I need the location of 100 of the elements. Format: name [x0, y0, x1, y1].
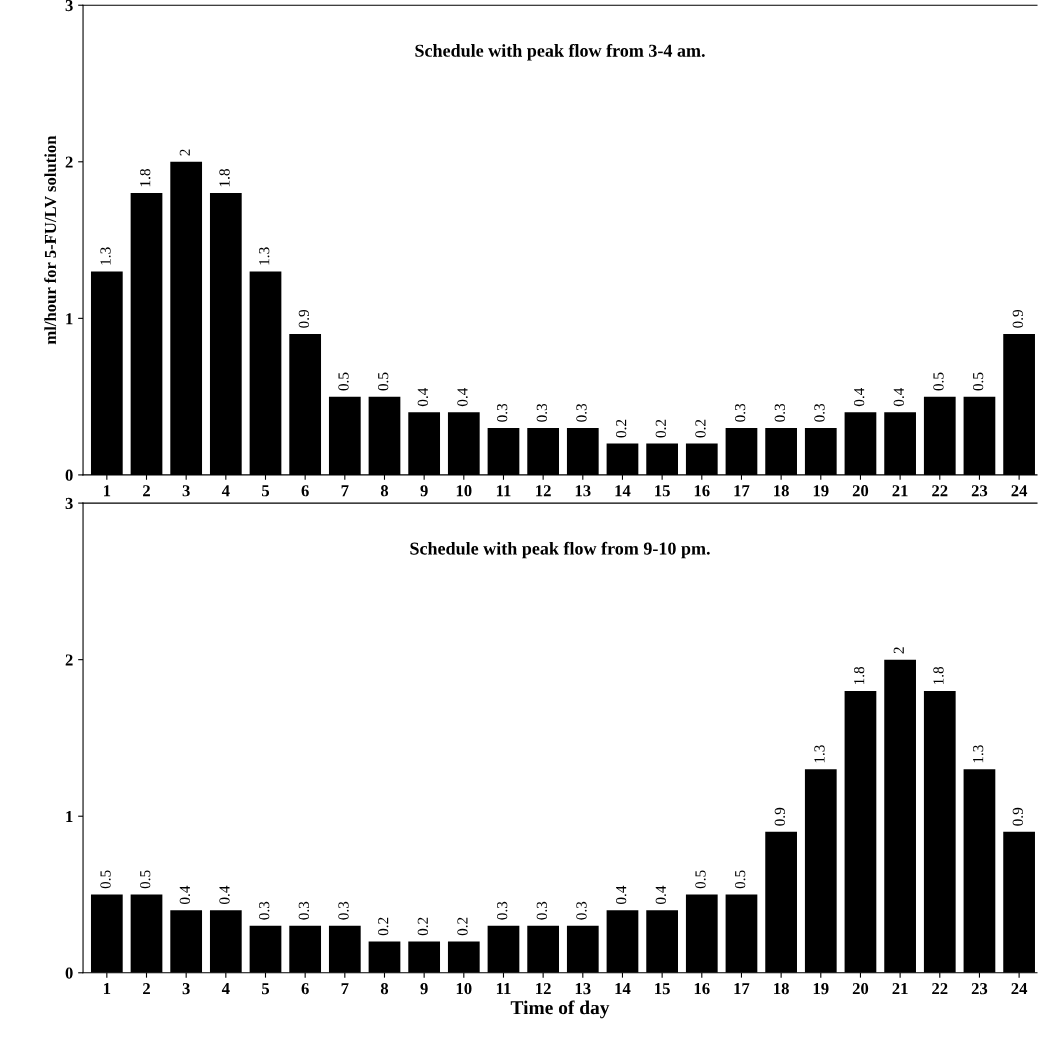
data-label: 0.5: [378, 372, 389, 391]
x-tick-label: 14: [615, 983, 631, 995]
x-tick-label: 16: [694, 983, 710, 995]
y-tick-label: 0: [65, 967, 73, 979]
data-label: 0.4: [417, 387, 429, 407]
data-label: 0.4: [457, 387, 468, 407]
data-label: 0.2: [378, 917, 389, 936]
x-tick-label: 20: [852, 485, 869, 497]
y-tick-label: 0: [65, 469, 73, 481]
data-label: 0.3: [576, 901, 587, 920]
x-tick-label: 4: [221, 485, 230, 497]
x-tick-label: 11: [496, 983, 511, 995]
x-tick-label: 5: [261, 983, 270, 995]
x-tick-label: 7: [341, 485, 349, 497]
data-label: 1.3: [100, 247, 111, 265]
x-tick-label: 6: [301, 983, 309, 995]
x-tick-label: 19: [813, 983, 829, 995]
y-tick-label: 3: [65, 497, 73, 510]
y-tick-label: 1: [66, 313, 73, 325]
x-tick-label: 22: [932, 485, 948, 497]
x-tick-label: 18: [774, 485, 789, 497]
x-tick-label: 19: [813, 485, 829, 497]
x-tick-label: 1: [104, 485, 111, 497]
data-label: 0.9: [298, 309, 310, 328]
x-tick-label: 20: [852, 982, 869, 995]
data-label: 0.2: [457, 917, 468, 936]
x-tick-label: 13: [575, 485, 591, 497]
x-tick-label: 6: [301, 485, 309, 497]
data-label: 0.2: [655, 419, 667, 438]
y-tick-label: 2: [65, 156, 73, 168]
x-tick-label: 21: [892, 983, 908, 995]
x-tick-label: 3: [182, 485, 190, 497]
x-tick-label: 8: [380, 485, 389, 497]
data-label: 0.5: [695, 870, 706, 889]
x-tick-label: 23: [971, 983, 988, 995]
x-tick-label: 7: [341, 983, 349, 995]
x-tick-label: 2: [143, 485, 150, 497]
x-tick-label: 4: [221, 983, 230, 995]
x-tick-label: 2: [143, 983, 150, 995]
x-tick-label: 18: [774, 982, 789, 995]
x-tick-label: 9: [420, 485, 428, 497]
data-label: 0.4: [893, 387, 905, 407]
x-tick-label: 23: [971, 485, 988, 497]
x-tick-label: 1: [104, 983, 111, 995]
x-tick-label: 9: [420, 983, 428, 995]
x-tick-label: 10: [456, 485, 472, 497]
data-label: 0.3: [536, 901, 548, 920]
text: Schedule with peak flow from 3-4 am.: [415, 43, 705, 61]
x-axis-title: Time of day: [510, 1000, 610, 1019]
data-label: 0.9: [774, 807, 786, 826]
text: Schedule with peak flow from 9-10 pm.: [410, 541, 710, 559]
x-tick-label: 15: [655, 485, 670, 497]
data-label: 0.4: [655, 885, 667, 905]
data-label: 0.5: [734, 870, 746, 889]
data-label: 0.3: [259, 901, 270, 920]
data-label: 0.4: [179, 885, 191, 905]
x-tick-label: 14: [615, 485, 631, 497]
x-tick-label: 8: [380, 982, 389, 995]
data-label: 1.8: [140, 169, 151, 187]
data-label: 1.3: [259, 247, 270, 265]
data-label: 0.3: [496, 403, 508, 422]
x-tick-label: 17: [734, 983, 750, 995]
data-label: 1.8: [933, 666, 944, 685]
x-tick-label: 11: [496, 485, 511, 497]
data-label: 0.2: [615, 419, 627, 438]
x-tick-label: 21: [892, 485, 908, 497]
x-tick-label: 12: [536, 983, 551, 995]
data-label: 0.3: [814, 403, 825, 422]
y-tick-label: 2: [65, 654, 73, 666]
data-label: 0.3: [338, 901, 349, 920]
data-label: 0.9: [1012, 807, 1023, 826]
x-tick-label: 10: [456, 982, 472, 995]
data-label: 1.3: [814, 745, 825, 763]
data-label: 0.3: [774, 403, 786, 422]
x-tick-label: 22: [932, 983, 948, 995]
y-tick-label: 3: [65, 0, 73, 12]
data-label: 0.5: [100, 870, 111, 889]
data-label: 0.5: [972, 372, 984, 391]
data-label: 0.3: [734, 403, 746, 422]
data-label: 1.8: [853, 666, 865, 685]
data-label: 0.3: [536, 403, 548, 422]
data-label: 0.3: [298, 901, 310, 920]
data-label: 0.5: [140, 870, 151, 889]
x-tick-label: 12: [536, 485, 551, 497]
data-label: 0.2: [695, 419, 706, 438]
data-label: 2: [179, 149, 190, 156]
y-axis-title: ml/hour for 5-FU/LV solution: [44, 135, 57, 345]
data-label: 1.8: [219, 169, 230, 187]
x-tick-label: 17: [734, 485, 750, 497]
x-tick-label: 15: [655, 983, 670, 995]
data-label: 0.5: [338, 372, 349, 391]
y-tick-label: 1: [66, 811, 73, 822]
x-tick-label: 13: [575, 983, 591, 995]
data-label: 0.4: [853, 387, 865, 407]
data-label: 0.3: [496, 901, 508, 920]
data-label: 0.4: [615, 885, 627, 905]
data-label: 1.3: [973, 745, 984, 763]
x-tick-label: 24: [1011, 983, 1028, 995]
data-label: 2: [893, 647, 904, 654]
x-tick-label: 3: [182, 983, 190, 995]
